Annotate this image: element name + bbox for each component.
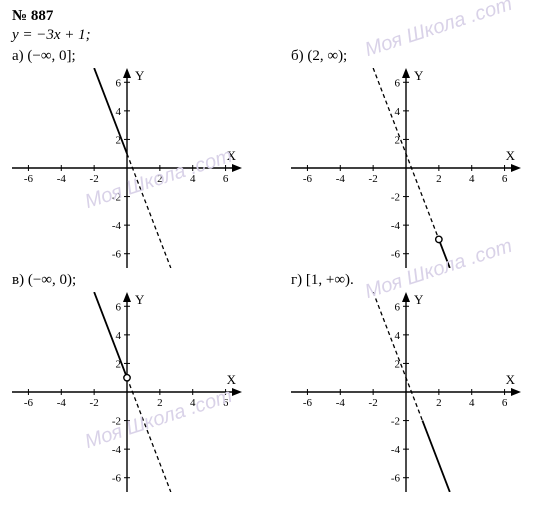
svg-text:Y: Y: [414, 68, 424, 83]
problem-equation: y = −3x + 1;: [12, 27, 546, 44]
svg-text:6: 6: [223, 397, 229, 409]
svg-text:2: 2: [157, 397, 163, 409]
svg-text:2: 2: [436, 397, 442, 409]
svg-text:6: 6: [116, 77, 122, 89]
svg-text:-4: -4: [57, 173, 67, 185]
plot-label-a: а) (−∞, 0];: [12, 48, 267, 66]
plot-grid: а) (−∞, 0]; -6 -4 -2 2 4 6 -6 -4 -2 2 4 6 X Y б) (2, …: [12, 48, 546, 492]
chart-b: -6-4-2246-6-4-2246XY: [291, 68, 521, 268]
svg-text:4: 4: [116, 106, 122, 118]
svg-text:-2: -2: [112, 192, 121, 204]
svg-text:4: 4: [395, 106, 401, 118]
svg-text:-2: -2: [369, 173, 378, 185]
svg-text:Y: Y: [414, 292, 424, 307]
svg-text:X: X: [506, 372, 516, 387]
svg-text:2: 2: [436, 173, 442, 185]
svg-text:4: 4: [190, 397, 196, 409]
svg-text:6: 6: [502, 397, 508, 409]
page-container: № 887 y = −3x + 1; а) (−∞, 0]; -6 -4 -2 2 4 6…: [12, 8, 546, 492]
svg-text:-6: -6: [391, 473, 401, 485]
svg-text:-4: -4: [336, 397, 346, 409]
svg-text:X: X: [227, 372, 237, 387]
svg-text:-4: -4: [336, 173, 346, 185]
svg-text:-6: -6: [112, 249, 122, 261]
plot-label-v: в) (−∞, 0);: [12, 272, 267, 290]
plot-label-b: б) (2, ∞);: [291, 48, 546, 66]
svg-text:-4: -4: [112, 444, 122, 456]
plot-label-g: г) [1, +∞).: [291, 272, 546, 290]
svg-text:X: X: [506, 148, 516, 163]
svg-text:-6: -6: [24, 173, 34, 185]
plot-cell-b: б) (2, ∞); -6-4-2246-6-4-2246XY: [291, 48, 546, 268]
svg-text:-2: -2: [90, 173, 99, 185]
svg-text:2: 2: [157, 173, 163, 185]
svg-text:6: 6: [395, 77, 401, 89]
svg-text:-4: -4: [57, 397, 67, 409]
svg-text:-2: -2: [391, 192, 400, 204]
svg-text:-4: -4: [391, 444, 401, 456]
chart-v: -6-4-2246-6-4-2246XY: [12, 292, 242, 492]
plot-cell-a: а) (−∞, 0]; -6-4-2246-6-4-2246XY: [12, 48, 267, 268]
svg-text:4: 4: [116, 330, 122, 342]
svg-text:4: 4: [190, 173, 196, 185]
svg-text:4: 4: [469, 397, 475, 409]
svg-text:-6: -6: [303, 397, 313, 409]
svg-text:-6: -6: [391, 249, 401, 261]
svg-text:Y: Y: [135, 68, 145, 83]
chart-a: -6-4-2246-6-4-2246XY: [12, 68, 242, 268]
svg-text:-6: -6: [303, 173, 313, 185]
svg-text:6: 6: [502, 173, 508, 185]
chart-g: -6-4-2246-6-4-2246XY: [291, 292, 521, 492]
svg-text:-6: -6: [24, 397, 34, 409]
problem-header: № 887 y = −3x + 1;: [12, 8, 546, 44]
svg-text:4: 4: [469, 173, 475, 185]
svg-text:-2: -2: [391, 416, 400, 428]
svg-text:-2: -2: [112, 416, 121, 428]
svg-text:-4: -4: [391, 220, 401, 232]
svg-text:-6: -6: [112, 473, 122, 485]
svg-text:6: 6: [116, 301, 122, 313]
svg-text:-2: -2: [369, 397, 378, 409]
plot-cell-v: в) (−∞, 0); -6-4-2246-6-4-2246XY: [12, 272, 267, 492]
svg-text:-4: -4: [112, 220, 122, 232]
svg-text:6: 6: [395, 301, 401, 313]
svg-text:-2: -2: [90, 397, 99, 409]
plot-cell-g: г) [1, +∞). -6-4-2246-6-4-2246XY: [291, 272, 546, 492]
svg-text:Y: Y: [135, 292, 145, 307]
svg-text:4: 4: [395, 330, 401, 342]
svg-text:X: X: [227, 148, 237, 163]
problem-number: № 887: [12, 8, 546, 25]
svg-text:6: 6: [223, 173, 229, 185]
